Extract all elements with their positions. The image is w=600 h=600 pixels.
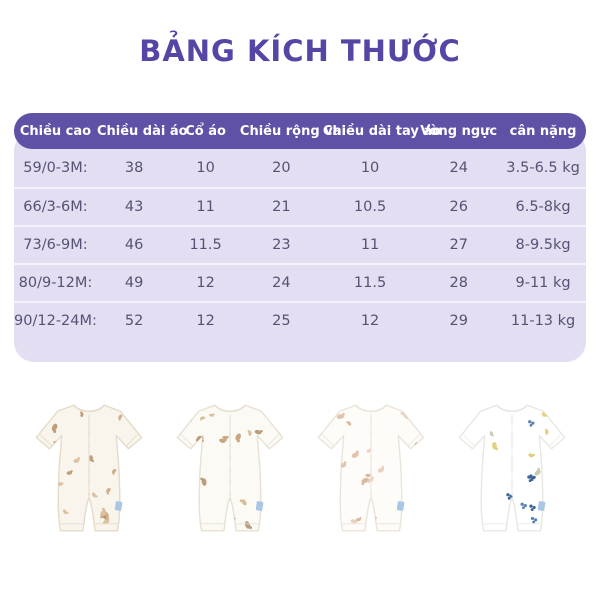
value-cell: 11: [360, 237, 380, 253]
value-cell: 49: [124, 275, 144, 291]
table-row: 59/0-3M: 38 10 20 10 24 3.5-6.5 kg: [14, 149, 586, 187]
value-cell: 28: [449, 275, 468, 291]
value-cell: 11: [196, 199, 215, 215]
value-cell: 52: [124, 313, 144, 329]
value-cell: 27: [449, 237, 468, 253]
header-cell-height: Chiều cao: [19, 123, 92, 139]
value-cell: 10: [196, 160, 215, 176]
table-row: 80/9-12M: 49 12 24 11.5 28 9-11 kg: [14, 263, 586, 301]
header-cell-shoulder-width: Chiều rộng vai: [239, 123, 346, 139]
table-row: 73/6-9M: 46 11.5 23 11 27 8-9.5kg: [14, 225, 586, 263]
value-cell: 11.5: [189, 237, 222, 253]
size-cell: 90/12-24M:: [14, 313, 97, 329]
size-cell: 66/3-6M:: [23, 199, 88, 215]
size-cell: 59/0-3M:: [23, 160, 88, 176]
value-cell: 8-9.5kg: [515, 237, 571, 253]
table-row: 90/12-24M: 52 12 25 12 29 11-13 kg: [14, 301, 586, 339]
value-cell: 46: [124, 237, 144, 253]
value-cell: 43: [124, 199, 144, 215]
product-romper-cream-bear-print: [23, 390, 155, 547]
size-cell: 80/9-12M:: [18, 275, 93, 291]
value-cell: 12: [360, 313, 380, 329]
value-cell: 9-11 kg: [515, 275, 571, 291]
product-romper-white-berry-print: [446, 390, 578, 547]
product-romper-white-bear-print: [164, 390, 296, 547]
value-cell: 10.5: [353, 199, 387, 215]
page-title: BẢNG KÍCH THƯỚC: [139, 34, 461, 68]
size-cell: 73/6-9M:: [23, 237, 88, 253]
header-cell-collar: Cổ áo: [185, 123, 226, 139]
size-table: Chiều cao Chiều dài áo Cổ áo Chiều rộng …: [14, 113, 586, 362]
value-cell: 25: [272, 313, 291, 329]
value-cell: 24: [272, 275, 291, 291]
header-cell-weight: cân nặng: [509, 123, 577, 139]
value-cell: 24: [449, 160, 468, 176]
value-cell: 11-13 kg: [510, 313, 576, 329]
value-cell: 21: [272, 199, 291, 215]
table-row: 66/3-6M: 43 11 21 10.5 26 6.5-8kg: [14, 187, 586, 225]
value-cell: 38: [124, 160, 144, 176]
product-gallery: [18, 390, 582, 550]
value-cell: 12: [196, 275, 215, 291]
value-cell: 11.5: [353, 275, 387, 291]
value-cell: 12: [196, 313, 215, 329]
size-table-body: 59/0-3M: 38 10 20 10 24 3.5-6.5 kg 66/3-…: [14, 131, 586, 362]
header-cell-sleeve-length: Chiều dài tay áo: [322, 123, 442, 139]
header-cell-chest: Vòng ngực: [420, 123, 498, 139]
value-cell: 6.5-8kg: [515, 199, 571, 215]
header-cell-shirt-length: Chiều dài áo: [96, 123, 188, 139]
product-romper-white-floral-print: [305, 390, 437, 547]
value-cell: 23: [272, 237, 291, 253]
value-cell: 26: [449, 199, 468, 215]
value-cell: 29: [449, 313, 468, 329]
value-cell: 20: [272, 160, 291, 176]
value-cell: 10: [360, 160, 380, 176]
size-table-header: Chiều cao Chiều dài áo Cổ áo Chiều rộng …: [14, 113, 586, 149]
value-cell: 3.5-6.5 kg: [506, 160, 580, 176]
